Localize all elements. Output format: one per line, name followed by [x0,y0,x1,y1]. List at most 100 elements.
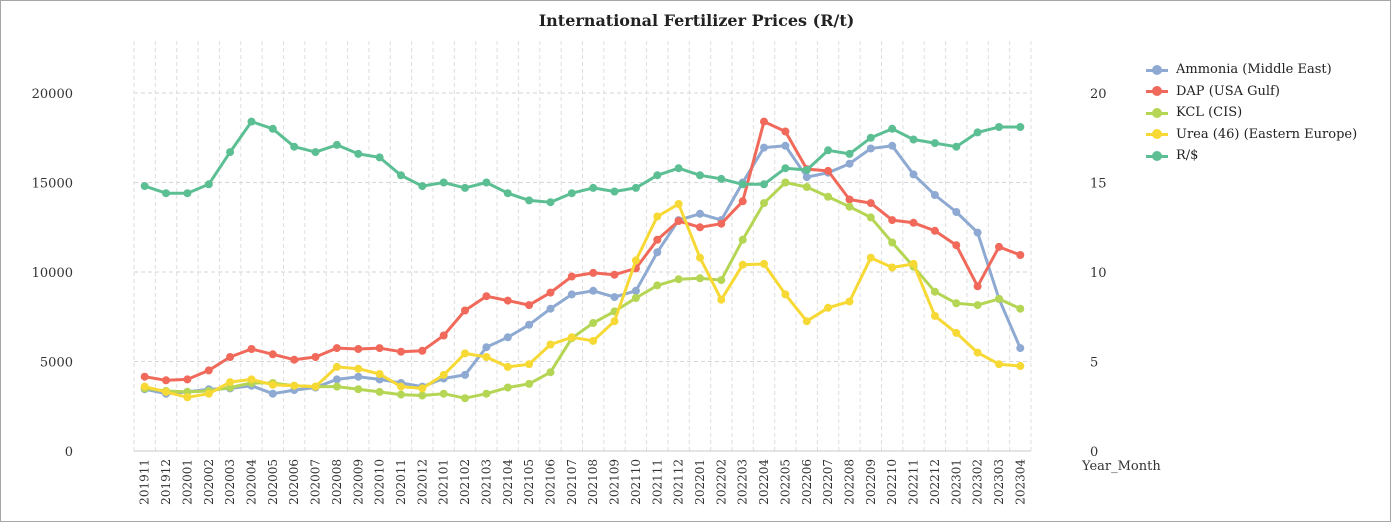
data-point [247,375,256,384]
x-tick-label: 202011 [394,459,408,505]
data-point [909,170,918,179]
data-point [226,353,235,361]
x-tick-label: 202205 [778,459,792,505]
data-point [204,389,213,398]
data-point [781,178,790,187]
data-point [589,286,598,295]
data-point [354,149,363,158]
x-tick-label: 202108 [586,459,600,505]
x-tick-label: 202005 [266,459,280,505]
data-point [930,191,939,199]
data-point [183,189,192,198]
data-point [567,290,576,299]
data-point [311,353,320,361]
data-point [226,148,235,157]
data-point [888,124,897,133]
legend-label: R/$ [1176,148,1199,164]
data-point [439,178,448,187]
data-point [183,393,192,402]
data-point [439,370,448,379]
data-point [503,333,512,342]
data-point [418,384,427,393]
data-point [952,208,961,216]
chart-title: International Fertilizer Prices (R/t) [538,11,855,30]
data-point [247,345,256,353]
data-point [290,355,299,364]
data-point [610,317,619,326]
data-point [696,209,704,218]
data-point [589,268,598,277]
data-point [952,142,961,151]
data-point [973,282,982,291]
data-point [824,303,833,312]
data-point [760,259,768,268]
data-point [546,198,555,207]
data-point [482,389,491,398]
data-point [781,127,790,136]
data-point [546,288,555,297]
x-tick-label: 202202 [714,459,728,505]
data-point [162,387,170,396]
data-point [268,350,277,359]
data-point [525,379,534,388]
legend-marker [1146,107,1168,118]
x-tick-label: 202302 [971,459,985,505]
data-point [439,389,448,398]
data-point [397,171,405,180]
data-point [909,218,918,227]
data-point [845,149,854,158]
legend-item: KCL (CIS) [1146,102,1357,124]
legend-marker [1146,150,1168,161]
x-tick-label: 202105 [522,459,536,505]
data-point [268,389,277,398]
x-tick-label: 202004 [244,459,258,505]
data-point [589,336,598,345]
y-tick-label: 10000 [32,266,73,281]
data-point [610,293,619,302]
data-point [674,275,683,284]
data-point [140,372,149,381]
data-point [140,182,149,191]
data-point [503,383,512,392]
x-tick-label: 202107 [565,459,579,505]
x-tick-label: 202206 [800,459,814,505]
data-point [418,182,427,191]
data-point [973,128,982,137]
data-point [226,378,235,387]
x-tick-label: 202003 [223,459,237,505]
chart-legend: Ammonia (Middle East) DAP (USA Gulf) KCL (… [1146,59,1357,167]
data-point [482,178,491,187]
data-point [888,216,897,225]
data-point [204,366,213,375]
data-point [930,311,939,320]
x-tick-label: 202201 [693,459,707,505]
data-point [802,173,811,182]
x-tick-label: 201912 [159,459,173,505]
x-tick-label: 202210 [885,459,899,505]
data-point [930,139,939,148]
data-point [909,259,918,268]
data-point [311,148,320,157]
x-tick-label: 202002 [202,459,216,505]
data-point [546,340,555,349]
data-point [802,317,811,326]
data-point [140,382,149,391]
data-point [866,199,875,208]
data-point [631,183,640,192]
data-point [717,219,726,228]
data-point [631,286,640,295]
data-point [418,346,427,355]
data-point [1016,344,1025,353]
data-point [866,133,875,142]
x-tick-label: 202102 [458,459,472,505]
data-point [525,320,534,329]
x-tick-label: 202111 [650,459,664,505]
data-point [696,274,704,283]
data-point [332,140,341,149]
y2-tick-label: 5 [1090,356,1098,371]
data-point [1016,304,1025,313]
data-point [567,189,576,198]
data-point [738,260,747,269]
data-point [525,301,534,310]
